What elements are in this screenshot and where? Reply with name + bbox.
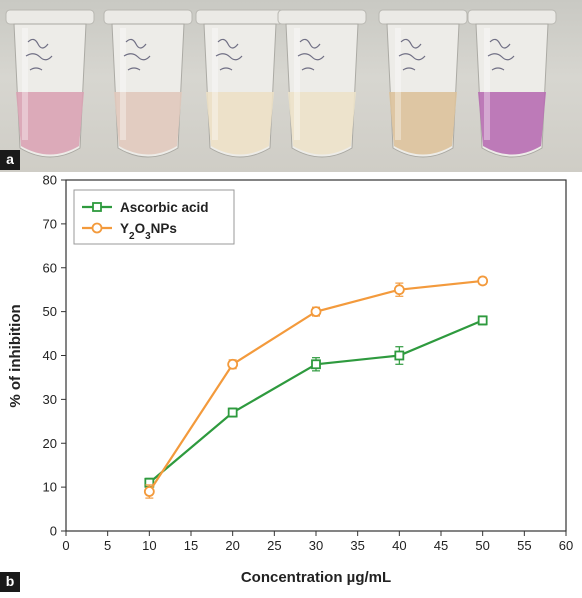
chart-legend: Ascorbic acid Y2O3NPs: [73, 189, 235, 245]
x-tick-label: 20: [225, 538, 239, 553]
legend-label-ascorbic-acid: Ascorbic acid: [120, 200, 209, 215]
x-tick-label: 45: [434, 538, 448, 553]
y-tick-label: 80: [43, 173, 57, 188]
legend-box: [73, 189, 235, 245]
sample-tube: [103, 9, 193, 158]
chart-marks: [143, 275, 489, 499]
x-tick-label: 30: [309, 538, 323, 553]
data-point-ascorbic-acid: [477, 315, 488, 326]
x-tick-label: 55: [517, 538, 531, 553]
y-tick-label: 30: [43, 392, 57, 407]
series-line-ascorbic-acid: [148, 319, 484, 484]
data-point-y2o3nps: [393, 284, 405, 296]
x-axis-label: Concentration µg/mL: [241, 569, 391, 586]
y-tick-label: 60: [43, 260, 57, 275]
data-point-ascorbic-acid: [394, 350, 405, 361]
y-tick-label: 10: [43, 480, 57, 495]
inhibition-chart-panel: 0 5 10 15 20 25 30 35 40 45 50 55 60 0 10 20 30 40 50 60 70 8…: [0, 172, 582, 593]
x-tick-label: 5: [104, 538, 111, 553]
x-tick-label: 50: [475, 538, 489, 553]
x-tick-label: 40: [392, 538, 406, 553]
y-tick-label: 40: [43, 348, 57, 363]
x-tick-label: 35: [350, 538, 364, 553]
chart-axes: 0 5 10 15 20 25 30 35 40 45 50 55 60 0 10 20 30 40 50 60 70 8…: [43, 173, 574, 554]
legend-label-y2o3nps: Y2O3NPs: [120, 221, 177, 242]
x-tick-label: 15: [184, 538, 198, 553]
data-point-y2o3nps: [143, 486, 155, 497]
tube-photo: a: [0, 0, 582, 172]
legend-marker-ascorbic-acid: [92, 202, 102, 212]
data-point-ascorbic-acid: [227, 407, 238, 418]
panel-label-b: b: [0, 572, 20, 592]
panel-label-a: a: [0, 150, 20, 170]
x-tick-label: 60: [559, 538, 573, 553]
y-tick-label: 50: [43, 304, 57, 319]
sample-tube: [5, 9, 95, 158]
data-point-y2o3nps: [477, 275, 489, 287]
data-point-y2o3nps: [227, 358, 239, 370]
sample-tube: [378, 9, 468, 158]
data-point-ascorbic-acid: [311, 359, 321, 370]
x-tick-label: 25: [267, 538, 281, 553]
y-axis-label: % of inhibition: [7, 304, 24, 407]
y-tick-label: 0: [50, 524, 57, 539]
x-tick-label: 10: [142, 538, 156, 553]
sample-tube: [195, 9, 285, 158]
tube-photo-drawing: [5, 9, 557, 158]
sample-tube: [467, 9, 557, 158]
y-tick-label: 20: [43, 436, 57, 451]
inhibition-chart: 0 5 10 15 20 25 30 35 40 45 50 55 60 0 10 20 30 40 50 60 70 8…: [7, 173, 574, 587]
legend-marker-y2o3nps: [91, 222, 103, 234]
sample-tube: [277, 9, 367, 158]
y-tick-label: 70: [43, 216, 57, 231]
data-point-y2o3nps: [310, 306, 322, 318]
x-tick-label: 0: [62, 538, 69, 553]
